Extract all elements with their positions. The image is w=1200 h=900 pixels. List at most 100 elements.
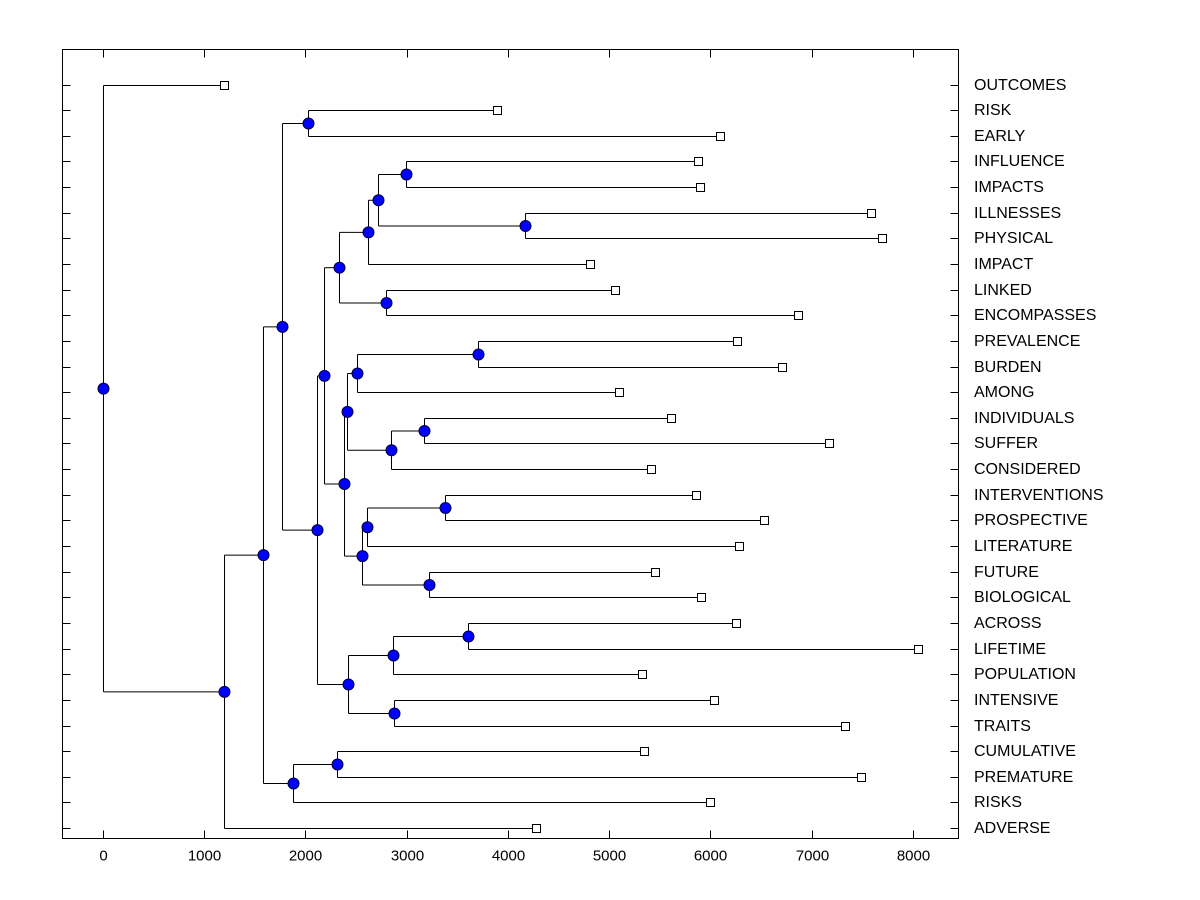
leaf-marker: [732, 619, 741, 628]
x-tick-label: 2000: [289, 848, 322, 865]
leaf-marker: [857, 773, 866, 782]
leaf-label: PREMATURE: [974, 769, 1073, 786]
cluster-node: [302, 117, 315, 130]
leaf-label: AMONG: [974, 384, 1034, 401]
cluster-node: [333, 261, 346, 274]
cluster-node: [387, 649, 400, 662]
leaf-marker: [696, 183, 705, 192]
x-axis: 0 1000 2000 3000 4000 5000 6000 7000 8000: [99, 49, 930, 865]
leaf-marker: [694, 157, 703, 166]
leaf-label: INTENSIVE: [974, 692, 1058, 709]
cluster-node: [362, 226, 375, 239]
cluster-node: [287, 777, 300, 790]
cluster-node: [311, 524, 324, 537]
cluster-node: [356, 550, 369, 563]
x-tick-label: 6000: [694, 848, 727, 865]
x-tick-label: 5000: [593, 848, 626, 865]
leaf-label: INDIVIDUALS: [974, 410, 1074, 427]
leaf-marker: [493, 106, 502, 115]
leaf-label: RISKS: [974, 794, 1022, 811]
cluster-node: [318, 369, 331, 382]
leaf-marker: [697, 593, 706, 602]
leaf-label: PROSPECTIVE: [974, 512, 1088, 529]
y-axis-ticks: [62, 85, 959, 829]
cluster-node: [342, 678, 355, 691]
leaf-marker: [651, 568, 660, 577]
leaf-label: RISK: [974, 102, 1012, 119]
leaf-marker: [867, 209, 876, 218]
leaf-marker: [640, 747, 649, 756]
leaf-marker: [878, 234, 887, 243]
leaf-label: ADVERSE: [974, 820, 1050, 837]
internal-node-markers: [97, 117, 532, 790]
x-tick-label: 3000: [391, 848, 424, 865]
cluster-node: [418, 425, 431, 437]
leaf-marker: [914, 645, 923, 654]
cluster-node: [351, 367, 364, 380]
leaf-marker: [692, 491, 701, 500]
leaf-label: POPULATION: [974, 666, 1076, 683]
leaf-marker: [733, 337, 742, 346]
cluster-node: [439, 502, 452, 514]
leaf-label: CONSIDERED: [974, 461, 1081, 478]
cluster-node: [400, 168, 413, 181]
cluster-node: [218, 685, 231, 698]
leaf-label: CUMULATIVE: [974, 743, 1076, 760]
x-tick-label: 1000: [188, 848, 221, 865]
leaf-markers: [220, 81, 923, 833]
leaf-marker: [667, 414, 676, 423]
leaf-label: TRAITS: [974, 718, 1031, 735]
x-tick-label: 4000: [492, 848, 525, 865]
leaf-marker: [716, 132, 725, 141]
leaf-marker: [710, 696, 719, 705]
leaf-marker: [532, 824, 541, 833]
cluster-node: [341, 405, 354, 418]
leaf-marker: [647, 465, 656, 474]
cluster-node: [519, 220, 532, 232]
leaf-label: PREVALENCE: [974, 333, 1080, 350]
leaf-label: EARLY: [974, 128, 1026, 145]
branches: [103, 85, 918, 829]
leaf-marker: [778, 363, 787, 372]
leaf-marker: [220, 81, 229, 90]
leaf-label: ILLNESSES: [974, 205, 1061, 222]
leaf-marker: [586, 260, 595, 269]
cluster-node: [331, 758, 344, 771]
cluster-node: [276, 320, 289, 333]
leaf-label: IMPACT: [974, 256, 1033, 273]
leaf-label: ENCOMPASSES: [974, 307, 1096, 324]
leaf-label: LINKED: [974, 282, 1032, 299]
cluster-node: [380, 297, 393, 309]
cluster-node: [97, 382, 110, 395]
leaf-label: FUTURE: [974, 564, 1039, 581]
cluster-node: [462, 630, 475, 643]
x-tick-label: 0: [99, 848, 107, 865]
leaf-marker: [611, 286, 620, 295]
leaf-label: INTERVENTIONS: [974, 487, 1104, 504]
x-tick-label: 7000: [796, 848, 829, 865]
cluster-node: [423, 579, 436, 591]
leaf-marker: [760, 516, 769, 525]
leaf-label: BURDEN: [974, 359, 1042, 376]
leaf-label: INFLUENCE: [974, 153, 1065, 170]
leaf-label: PHYSICAL: [974, 230, 1053, 247]
leaf-marker: [794, 311, 803, 320]
cluster-node: [385, 444, 398, 457]
leaf-label: BIOLOGICAL: [974, 589, 1071, 606]
leaf-label: LIFETIME: [974, 641, 1046, 658]
leaf-marker: [615, 388, 624, 397]
leaf-label: ACROSS: [974, 615, 1042, 632]
leaf-labels: OUTCOMES RISK EARLY INFLUENCE IMPACTS ILLNESS…: [974, 77, 1104, 837]
leaf-label: IMPACTS: [974, 179, 1044, 196]
cluster-node: [361, 521, 374, 534]
leaf-marker: [825, 439, 834, 448]
leaf-marker: [638, 670, 647, 679]
leaf-marker: [706, 798, 715, 807]
leaf-label: SUFFER: [974, 435, 1038, 452]
leaf-label: OUTCOMES: [974, 77, 1066, 94]
cluster-node: [372, 194, 385, 207]
leaf-marker: [841, 722, 850, 731]
cluster-node: [472, 348, 485, 361]
leaf-marker: [735, 542, 744, 551]
